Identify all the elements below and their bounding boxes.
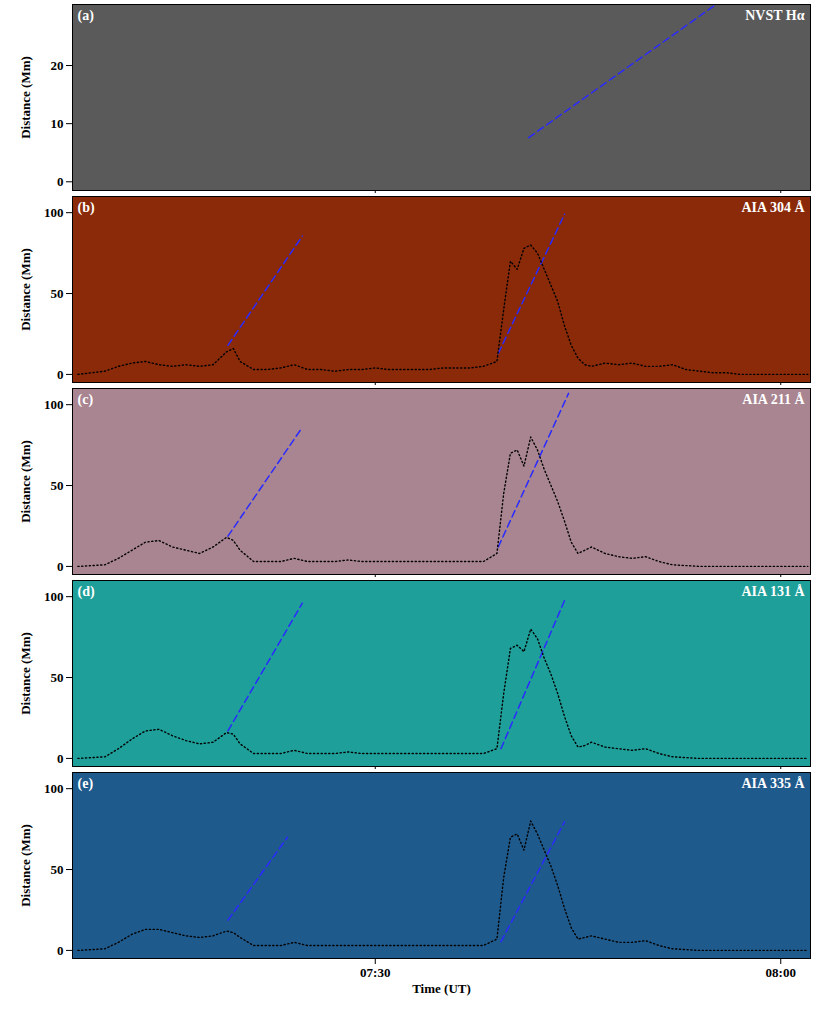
svg-text:50: 50 xyxy=(51,862,64,877)
svg-text:08:00: 08:00 xyxy=(766,965,796,980)
svg-text:0: 0 xyxy=(57,174,64,189)
svg-text:0: 0 xyxy=(57,559,64,574)
svg-text:0: 0 xyxy=(57,751,64,766)
svg-text:100: 100 xyxy=(44,781,64,796)
svg-text:(e): (e) xyxy=(78,776,94,792)
svg-text:Distance (Mm): Distance (Mm) xyxy=(18,824,33,907)
svg-text:(c): (c) xyxy=(78,392,94,408)
svg-text:10: 10 xyxy=(51,116,64,131)
svg-text:0: 0 xyxy=(57,367,64,382)
svg-text:Distance (Mm): Distance (Mm) xyxy=(18,56,33,139)
svg-text:100: 100 xyxy=(44,589,64,604)
svg-text:AIA 131 Å: AIA 131 Å xyxy=(741,584,805,599)
svg-text:(d): (d) xyxy=(78,584,95,600)
svg-text:AIA 211 Å: AIA 211 Å xyxy=(742,392,805,407)
svg-text:Distance (Mm): Distance (Mm) xyxy=(18,248,33,331)
svg-text:50: 50 xyxy=(51,478,64,493)
svg-text:100: 100 xyxy=(44,397,64,412)
svg-text:50: 50 xyxy=(51,670,64,685)
svg-text:07:30: 07:30 xyxy=(360,965,390,980)
svg-text:(a): (a) xyxy=(78,8,95,24)
svg-text:AIA 304 Å: AIA 304 Å xyxy=(741,200,805,215)
svg-text:NVST Hα: NVST Hα xyxy=(745,8,804,23)
svg-text:20: 20 xyxy=(51,58,64,73)
svg-text:0: 0 xyxy=(57,943,64,958)
svg-text:Time (UT): Time (UT) xyxy=(412,981,471,996)
svg-text:Distance (Mm): Distance (Mm) xyxy=(18,632,33,715)
svg-text:Distance (Mm): Distance (Mm) xyxy=(18,440,33,523)
svg-text:100: 100 xyxy=(44,205,64,220)
svg-text:50: 50 xyxy=(51,286,64,301)
svg-text:(b): (b) xyxy=(78,200,95,216)
svg-text:AIA 335 Å: AIA 335 Å xyxy=(741,776,805,791)
